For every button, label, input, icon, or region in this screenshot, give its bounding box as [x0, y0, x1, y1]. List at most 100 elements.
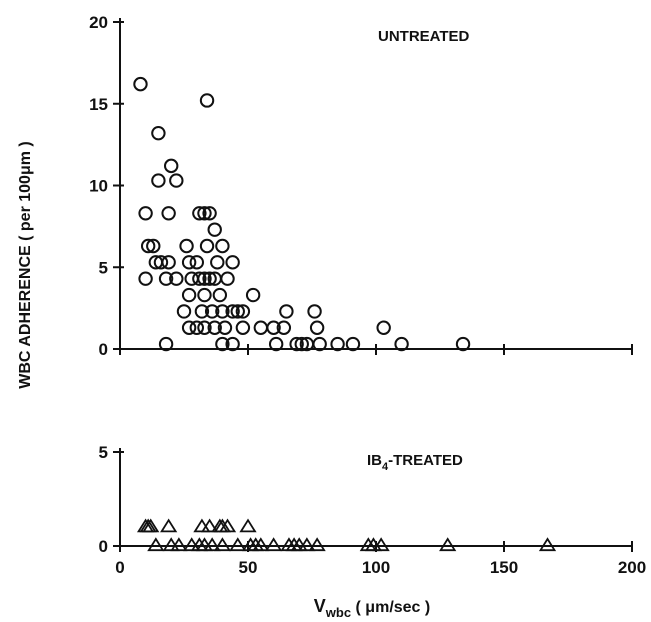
- untreated-point: [192, 271, 207, 286]
- ib4-x-tick-label: 100: [362, 558, 390, 577]
- untreated-point: [207, 320, 222, 335]
- ib4-treated-point: [218, 518, 237, 533]
- untreated-point: [294, 336, 309, 352]
- ib4-label-rest: -TREATED: [388, 452, 463, 469]
- ib4-x-tick-label: 150: [490, 558, 518, 577]
- y-axis-title: WBC ADHERENCE ( per 100μm ): [17, 141, 34, 388]
- untreated-points: [133, 76, 471, 352]
- untreated-point: [204, 304, 220, 319]
- untreated-y-tick-label: 10: [89, 177, 108, 196]
- untreated-point: [197, 320, 212, 335]
- ib4-x-tick-label: 200: [618, 558, 646, 577]
- untreated-point: [194, 304, 210, 319]
- untreated-point: [176, 304, 192, 319]
- ib4-treated-point: [200, 518, 219, 533]
- ib4-treated-point: [239, 518, 257, 533]
- ib4-treated-point: [298, 537, 316, 552]
- ib4-treated-point: [142, 518, 160, 533]
- ib4-treated-point: [160, 518, 178, 533]
- ib4-treated-point: [538, 537, 557, 552]
- untreated-point: [158, 336, 174, 352]
- untreated-point: [253, 320, 268, 335]
- ib4-label-sub: 4: [382, 461, 389, 473]
- untreated-point: [212, 287, 228, 303]
- x-axis-title-sub: wbc: [325, 605, 351, 620]
- ib4-treated-point: [203, 537, 221, 552]
- ib4-y-tick-label: 0: [99, 537, 108, 556]
- untreated-point: [179, 238, 194, 254]
- untreated-point: [133, 76, 148, 92]
- untreated-point: [181, 255, 197, 270]
- untreated-label: UNTREATED: [378, 28, 470, 45]
- untreated-point: [266, 320, 281, 335]
- untreated-point: [140, 238, 156, 254]
- untreated-point: [268, 336, 284, 352]
- ib4-treated-label: IB4-TREATED: [367, 452, 463, 473]
- ib4-treated-point: [439, 537, 457, 552]
- ib4-treated-point: [308, 537, 326, 552]
- x-axis-title: Vwbc ( μm/sec ): [314, 596, 430, 620]
- untreated-point: [161, 206, 176, 221]
- ib4-y-tick-label: 5: [99, 443, 108, 462]
- untreated-point: [138, 206, 153, 221]
- untreated-point: [376, 320, 391, 335]
- untreated-y-tick-label: 20: [89, 13, 108, 32]
- untreated-y-tick-label: 5: [99, 258, 108, 277]
- untreated-point: [345, 336, 361, 352]
- untreated-point: [197, 287, 212, 303]
- untreated-point: [151, 125, 166, 141]
- untreated-point: [455, 336, 471, 352]
- ib4-treated-point: [252, 537, 270, 552]
- untreated-point: [202, 206, 217, 221]
- untreated-point: [245, 287, 261, 303]
- untreated-point: [199, 238, 215, 254]
- untreated-point: [215, 304, 230, 319]
- untreated-point: [138, 271, 153, 286]
- untreated-point: [189, 255, 205, 270]
- untreated-point: [225, 304, 240, 319]
- untreated-point: [197, 271, 212, 286]
- untreated-point: [220, 271, 235, 286]
- untreated-point: [312, 336, 327, 352]
- untreated-point: [164, 158, 179, 174]
- untreated-point: [189, 320, 205, 335]
- untreated-point: [225, 255, 240, 270]
- untreated-point: [161, 255, 176, 270]
- untreated-point: [181, 287, 197, 303]
- ib4-treated-point: [264, 537, 283, 552]
- ib4-treated-point: [229, 537, 247, 552]
- untreated-y-tick-label: 0: [99, 340, 108, 359]
- untreated-point: [207, 222, 222, 237]
- untreated-point: [230, 304, 245, 319]
- untreated-point: [158, 271, 174, 286]
- x-axis-title-main: V: [314, 596, 326, 616]
- untreated-point: [169, 271, 184, 286]
- untreated-point: [279, 304, 294, 319]
- untreated-point: [235, 320, 251, 335]
- ib4-x-tick-label: 0: [115, 558, 124, 577]
- untreated-point: [309, 320, 325, 335]
- untreated-point: [394, 336, 409, 352]
- untreated-point: [330, 336, 345, 352]
- ib4-treated-point: [213, 537, 232, 552]
- untreated-point: [197, 206, 212, 221]
- ib4-label-main: IB: [367, 452, 382, 469]
- ib4-treated-points: [136, 518, 557, 552]
- untreated-point: [202, 271, 217, 286]
- untreated-point: [235, 304, 251, 319]
- untreated-y-tick-label: 15: [89, 95, 108, 114]
- untreated-point: [210, 255, 225, 270]
- ib4-treated-point: [147, 537, 165, 552]
- untreated-axes: 0 5 10 15 20: [89, 13, 633, 359]
- untreated-point: [289, 336, 304, 352]
- untreated-point: [215, 336, 230, 352]
- ib4-x-tick-label: 50: [239, 558, 258, 577]
- ib4-treated-point: [170, 537, 188, 552]
- untreated-point: [151, 173, 166, 188]
- x-axis-title-rest: ( μm/sec ): [351, 599, 430, 616]
- untreated-point: [307, 304, 322, 319]
- untreated-point: [192, 206, 207, 221]
- untreated-point: [153, 255, 169, 270]
- untreated-point: [181, 320, 197, 335]
